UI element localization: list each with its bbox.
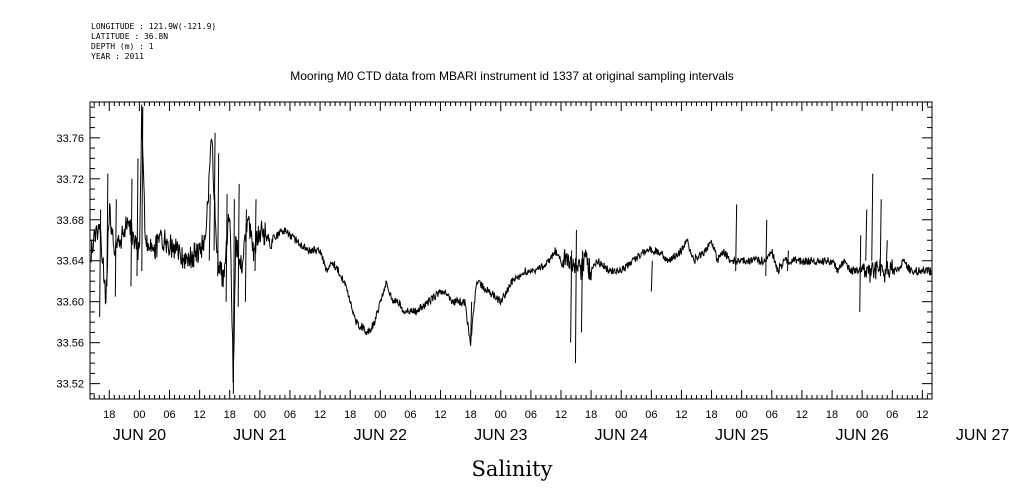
x-hour-label: 00: [495, 409, 507, 421]
x-hour-label: 00: [856, 409, 868, 421]
x-hour-label: 06: [766, 409, 778, 421]
x-day-label: JUN 21: [233, 427, 286, 444]
salinity-spike: [136, 158, 139, 277]
x-hour-label: 06: [645, 409, 657, 421]
x-hour-label: 12: [555, 409, 567, 421]
x-hour-label: 18: [224, 409, 236, 421]
axis-ticks: [90, 102, 932, 399]
chart-title: Mooring M0 CTD data from MBARI instrumen…: [290, 69, 734, 83]
salinity-spike: [871, 173, 874, 261]
x-hour-label: 06: [163, 409, 175, 421]
x-hour-label: 12: [675, 409, 687, 421]
year-label: YEAR : 2011: [91, 52, 144, 61]
salinity-series-line: [90, 104, 933, 383]
x-day-label: JUN 20: [113, 427, 166, 444]
salinity-spike: [859, 235, 862, 312]
x-day-label: JUN 25: [715, 427, 768, 444]
x-day-label: JUN 22: [354, 427, 407, 444]
x-hour-label: 00: [254, 409, 266, 421]
x-hour-label: 12: [434, 409, 446, 421]
x-day-label: JUN 27: [956, 427, 1009, 444]
x-hour-label: 12: [916, 409, 928, 421]
y-tick-labels: 33.52 33.56 33.60 33.64 33.68 33.72 33.76: [56, 133, 84, 391]
salinity-spike: [213, 132, 216, 251]
y-tick-label: 33.64: [56, 256, 84, 268]
x-day-label: JUN 23: [474, 427, 527, 444]
x-hour-label: 18: [585, 409, 597, 421]
x-day-label: JUN 26: [835, 427, 888, 444]
x-hour-label: 18: [705, 409, 717, 421]
salinity-spike: [735, 204, 738, 271]
y-tick-label: 33.72: [56, 174, 84, 186]
x-tick-labels: 18 00 06 12 18 00 06 12 18 00 06 12 18 00 06 12 18 00 06 12…: [103, 409, 1009, 444]
depth-label: DEPTH (m) : 1: [91, 42, 154, 51]
y-tick-label: 33.76: [56, 133, 84, 145]
longitude-label: LONGITUDE : 121.9W(-121.9): [91, 22, 217, 31]
x-hour-label: 12: [314, 409, 326, 421]
x-hour-label: 12: [193, 409, 205, 421]
salinity-spike: [765, 219, 768, 277]
salinity-spike: [208, 194, 211, 261]
y-tick-label: 33.56: [56, 338, 84, 350]
salinity-spike: [879, 199, 882, 271]
salinity-spike: [225, 194, 228, 302]
x-hour-label: 18: [344, 409, 356, 421]
x-hour-label: 00: [374, 409, 386, 421]
x-hour-label: 06: [886, 409, 898, 421]
x-hour-label: 12: [796, 409, 808, 421]
x-hour-label: 06: [404, 409, 416, 421]
x-hour-label: 00: [133, 409, 145, 421]
y-tick-label: 33.52: [56, 379, 84, 391]
salinity-spike: [244, 209, 247, 302]
x-hour-label: 00: [736, 409, 748, 421]
x-hour-label: 18: [103, 409, 115, 421]
mooring-metadata: LONGITUDE : 121.9W(-121.9) LATITUDE : 36…: [91, 22, 216, 62]
latitude-label: LATITUDE : 36.8N: [91, 32, 169, 41]
salinity-spike: [574, 230, 577, 364]
y-tick-label: 33.60: [56, 297, 84, 309]
x-axis-label: Salinity: [472, 457, 553, 481]
salinity-spike: [650, 260, 653, 292]
salinity-spike: [99, 209, 102, 318]
x-day-label: JUN 24: [595, 427, 648, 444]
salinity-spike: [237, 183, 240, 307]
x-hour-label: 00: [615, 409, 627, 421]
x-hour-label: 18: [826, 409, 838, 421]
y-tick-label: 33.68: [56, 215, 84, 227]
x-hour-label: 06: [284, 409, 296, 421]
x-hour-label: 06: [525, 409, 537, 421]
x-hour-label: 18: [465, 409, 477, 421]
salinity-spike: [254, 199, 257, 271]
salinity-spike: [865, 209, 868, 261]
